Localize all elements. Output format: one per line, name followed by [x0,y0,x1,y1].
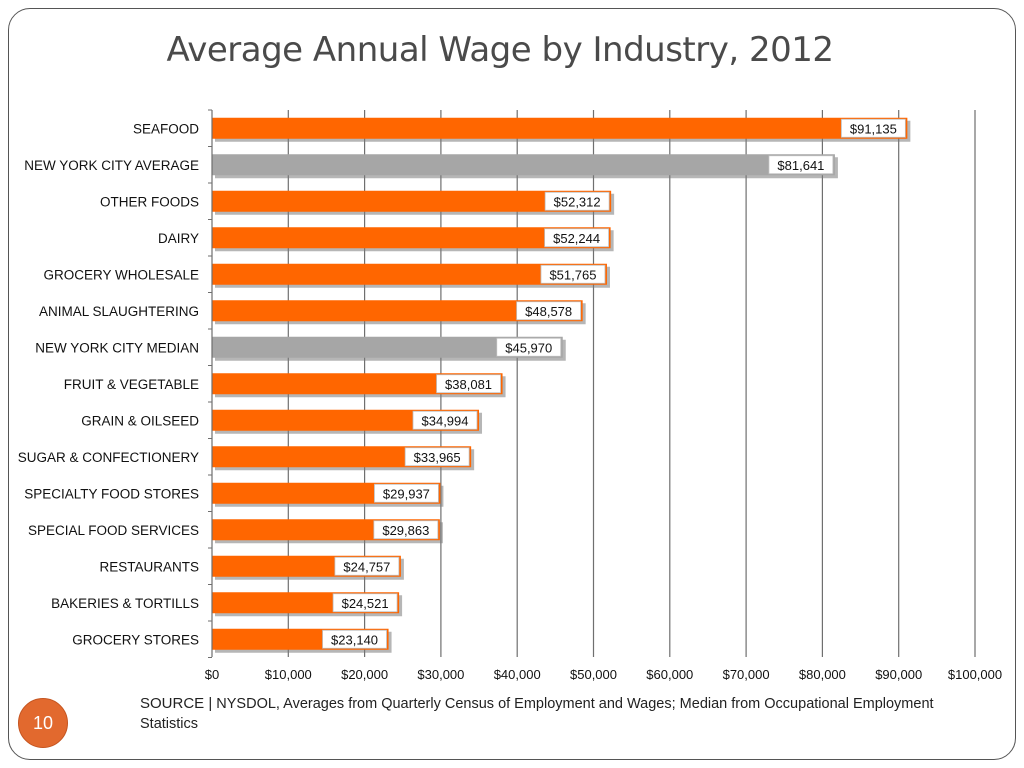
data-label-box [436,374,501,394]
x-tick-label: $50,000 [570,667,617,682]
data-label: $29,863 [382,523,429,538]
bar-grain-oilseed [212,409,480,431]
data-label: $24,521 [342,596,389,611]
source-note: SOURCE | NYSDOL, Averages from Quarterly… [140,694,940,734]
bar-dairy [212,227,611,249]
data-label-box [332,593,398,613]
page-number-badge: 10 [18,698,68,748]
data-label: $38,081 [445,377,492,392]
data-label: $52,244 [553,231,600,246]
category-label: FRUIT & VEGETABLE [64,377,199,392]
x-tick-label: $80,000 [799,667,846,682]
category-label: BAKERIES & TORTILLS [51,596,199,611]
bar-fruit-vegetable [212,373,503,395]
data-label-box [404,447,470,467]
x-tick-label: $90,000 [875,667,922,682]
data-label-box [840,118,906,138]
category-label: GROCERY STORES [72,632,199,647]
x-tick-label: $40,000 [494,667,541,682]
data-label: $23,140 [331,632,378,647]
bar-grocery-wholesale [212,263,607,285]
x-tick-label: $20,000 [341,667,388,682]
data-label: $34,994 [422,413,469,428]
data-label: $24,757 [343,559,390,574]
data-label: $52,312 [554,194,601,209]
data-label-box [544,191,610,211]
category-label: ANIMAL SLAUGHTERING [39,304,199,319]
category-label: RESTAURANTS [99,559,199,574]
data-label-box [334,556,400,576]
category-label: SUGAR & CONFECTIONERY [18,450,199,465]
data-label: $29,937 [383,486,430,501]
x-tick-label: $100,000 [948,667,1002,682]
bar-new-york-city-median [212,336,563,358]
data-label-box [374,483,439,503]
bar-other-foods [212,190,612,212]
data-label: $51,765 [549,267,596,282]
category-label: NEW YORK CITY AVERAGE [24,158,199,173]
category-label: GRAIN & OILSEED [81,413,199,428]
data-label-box [768,155,834,175]
slide-title: Average Annual Wage by Industry, 2012 [166,30,834,70]
data-label: $45,970 [505,340,552,355]
data-label-box [540,264,606,284]
data-label-box [373,520,439,540]
data-label-box [412,410,478,430]
x-tick-label: $10,000 [265,667,312,682]
category-label: DAIRY [158,231,199,246]
data-label: $91,135 [850,121,897,136]
category-label: SEAFOOD [133,121,199,136]
x-tick-label: $30,000 [417,667,464,682]
slide-frame [8,8,1016,760]
category-label: SPECIAL FOOD SERVICES [28,523,199,538]
category-label: OTHER FOODS [100,194,199,209]
data-label-box [322,629,387,649]
x-tick-label: $60,000 [646,667,693,682]
category-label: GROCERY WHOLESALE [43,267,199,282]
source-label: SOURCE | [140,695,213,712]
data-label: $33,965 [414,450,461,465]
x-tick-label: $0 [205,667,219,682]
x-tick-label: $70,000 [723,667,770,682]
bar-chart: SEAFOOD $91,135 NEW YORK CITY AVERAGE $81,6… [18,109,1002,682]
data-label: $48,578 [525,304,572,319]
data-label-box [544,228,610,248]
category-label: NEW YORK CITY MEDIAN [35,340,199,355]
bar-new-york-city-average [212,154,835,176]
category-label: SPECIALTY FOOD STORES [24,486,199,501]
bar-animal-slaughtering [212,300,583,322]
data-label-box [496,337,562,357]
data-label: $81,641 [777,158,824,173]
data-label-box [516,301,582,321]
bar-seafood [212,117,908,139]
source-text: NYSDOL, Averages from Quarterly Census o… [140,696,934,732]
